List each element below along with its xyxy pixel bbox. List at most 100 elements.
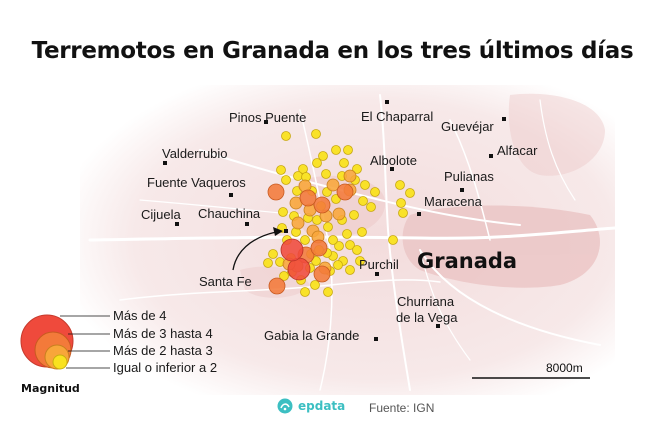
urban-area-northeast — [508, 93, 605, 176]
quake-marker-under-2 — [405, 188, 415, 198]
city-label-santa-fe: Santa Fe — [199, 274, 252, 289]
legend-leader-lines — [60, 315, 110, 369]
quake-marker-under-2 — [333, 260, 343, 270]
road-ns — [379, 94, 411, 391]
city-label-churriana-2: de la Vega — [396, 310, 458, 325]
quake-marker-under-2 — [366, 202, 376, 212]
legend-label-3-to-4: Más de 3 hasta 4 — [113, 326, 213, 341]
city-label-pulianas: Pulianas — [444, 169, 494, 184]
quake-marker-under-2 — [360, 180, 370, 190]
legend-label-under-2: Igual o inferior a 2 — [113, 360, 217, 375]
santa-fe-arrow — [232, 227, 283, 271]
quake-marker-3-to-4 — [313, 265, 331, 283]
footer: epdata Fuente: IGN — [0, 398, 665, 420]
legend-label-2-to-3: Más de 2 hasta 3 — [113, 343, 213, 358]
city-label-gabia: Gabia la Grande — [264, 328, 359, 343]
city-label-pinos-puente: Pinos Puente — [229, 110, 306, 125]
quake-marker-2-to-3 — [326, 178, 340, 192]
quake-marker-under-2 — [355, 256, 365, 266]
city-label-guevejar: Guevéjar — [441, 119, 494, 134]
city-marker-albolote — [390, 167, 394, 171]
magnitude-legend: Más de 4 Más de 3 hasta 4 Más de 2 hasta… — [20, 308, 217, 395]
quake-marker-2-to-3 — [332, 207, 346, 221]
city-label-alfacar: Alfacar — [497, 143, 538, 158]
city-marker-pulianas — [460, 188, 464, 192]
base-map — [80, 85, 617, 395]
brand-logo: epdata — [277, 398, 345, 414]
quake-marker-3-to-4 — [336, 183, 354, 201]
quake-marker-under-2 — [358, 196, 368, 206]
quake-marker-under-2 — [343, 145, 353, 155]
city-marker-fuente-vaqueros — [229, 193, 233, 197]
city-label-el-chaparral: El Chaparral — [361, 109, 433, 124]
page-title: Terremotos en Granada en los tres último… — [31, 38, 634, 64]
quake-marker-under-2 — [345, 265, 355, 275]
quake-marker-3-to-4 — [313, 196, 331, 214]
quake-marker-under-2 — [276, 165, 286, 175]
source-label: Fuente: IGN — [369, 401, 435, 415]
urban-area-granada — [402, 205, 600, 288]
quake-marker-under-2 — [331, 145, 341, 155]
quake-marker-under-2 — [334, 241, 344, 251]
quake-marker-under-2 — [342, 229, 352, 239]
city-label-granada: Granada — [417, 249, 517, 273]
quake-marker-under-2 — [311, 129, 321, 139]
city-marker-purchil — [375, 272, 379, 276]
city-markers — [163, 100, 506, 341]
city-marker-cijuela — [175, 222, 179, 226]
quake-marker-under-2 — [293, 171, 303, 181]
road-east — [449, 119, 491, 241]
quake-marker-3-to-4 — [299, 189, 317, 207]
quake-marker-under-2 — [300, 287, 310, 297]
quake-marker-under-2 — [396, 198, 406, 208]
road-northeast — [539, 99, 576, 201]
earthquake-markers — [263, 129, 415, 297]
quake-marker-under-2 — [263, 258, 273, 268]
scale-label: 8000m — [546, 361, 583, 375]
quake-marker-3-to-4 — [268, 277, 286, 295]
map-background — [80, 85, 615, 395]
quake-marker-under-2 — [321, 169, 331, 179]
legend-title: Magnitud — [21, 382, 80, 395]
quake-marker-under-2 — [323, 287, 333, 297]
quake-marker-under-2 — [339, 158, 349, 168]
city-marker-santa-fe — [284, 229, 288, 233]
city-label-churriana-1: Churriana — [397, 294, 455, 309]
quake-marker-under-2 — [268, 249, 278, 259]
quake-marker-under-2 — [388, 235, 398, 245]
city-label-albolote: Albolote — [370, 153, 417, 168]
quake-marker-3-to-4 — [267, 183, 285, 201]
quake-marker-2-to-3 — [291, 216, 305, 230]
quake-marker-under-2 — [370, 187, 380, 197]
city-label-purchil: Purchil — [359, 257, 399, 272]
legend-label-over-4: Más de 4 — [113, 308, 166, 323]
quake-marker-under-2 — [310, 280, 320, 290]
quake-marker-under-2 — [352, 245, 362, 255]
quake-marker-under-2 — [312, 158, 322, 168]
road-ne — [199, 149, 521, 226]
city-label-cijuela: Cijuela — [141, 207, 182, 222]
city-label-valderrubio: Valderrubio — [162, 146, 228, 161]
quake-marker-under-2 — [281, 131, 291, 141]
quake-marker-under-2 — [345, 240, 355, 250]
city-marker-maracena — [417, 212, 421, 216]
quake-marker-under-2 — [300, 235, 310, 245]
city-marker-valderrubio — [163, 161, 167, 165]
quake-marker-under-2 — [357, 227, 367, 237]
brand-name: epdata — [298, 399, 346, 413]
quake-marker-3-to-4 — [310, 239, 328, 257]
city-marker-chauchina — [245, 222, 249, 226]
city-label-chauchina: Chauchina — [198, 206, 261, 221]
quake-marker-over-4 — [280, 238, 304, 262]
road-southeast — [419, 249, 471, 361]
city-label-fuente-vaqueros: Fuente Vaqueros — [147, 175, 246, 190]
city-marker-el-chaparral — [385, 100, 389, 104]
quake-marker-under-2 — [328, 235, 338, 245]
city-marker-gabia — [374, 337, 378, 341]
city-marker-guevejar — [502, 117, 506, 121]
city-marker-pinos-puente — [264, 120, 268, 124]
quake-marker-under-2 — [318, 151, 328, 161]
quake-marker-under-2 — [398, 208, 408, 218]
road-se — [419, 249, 601, 346]
